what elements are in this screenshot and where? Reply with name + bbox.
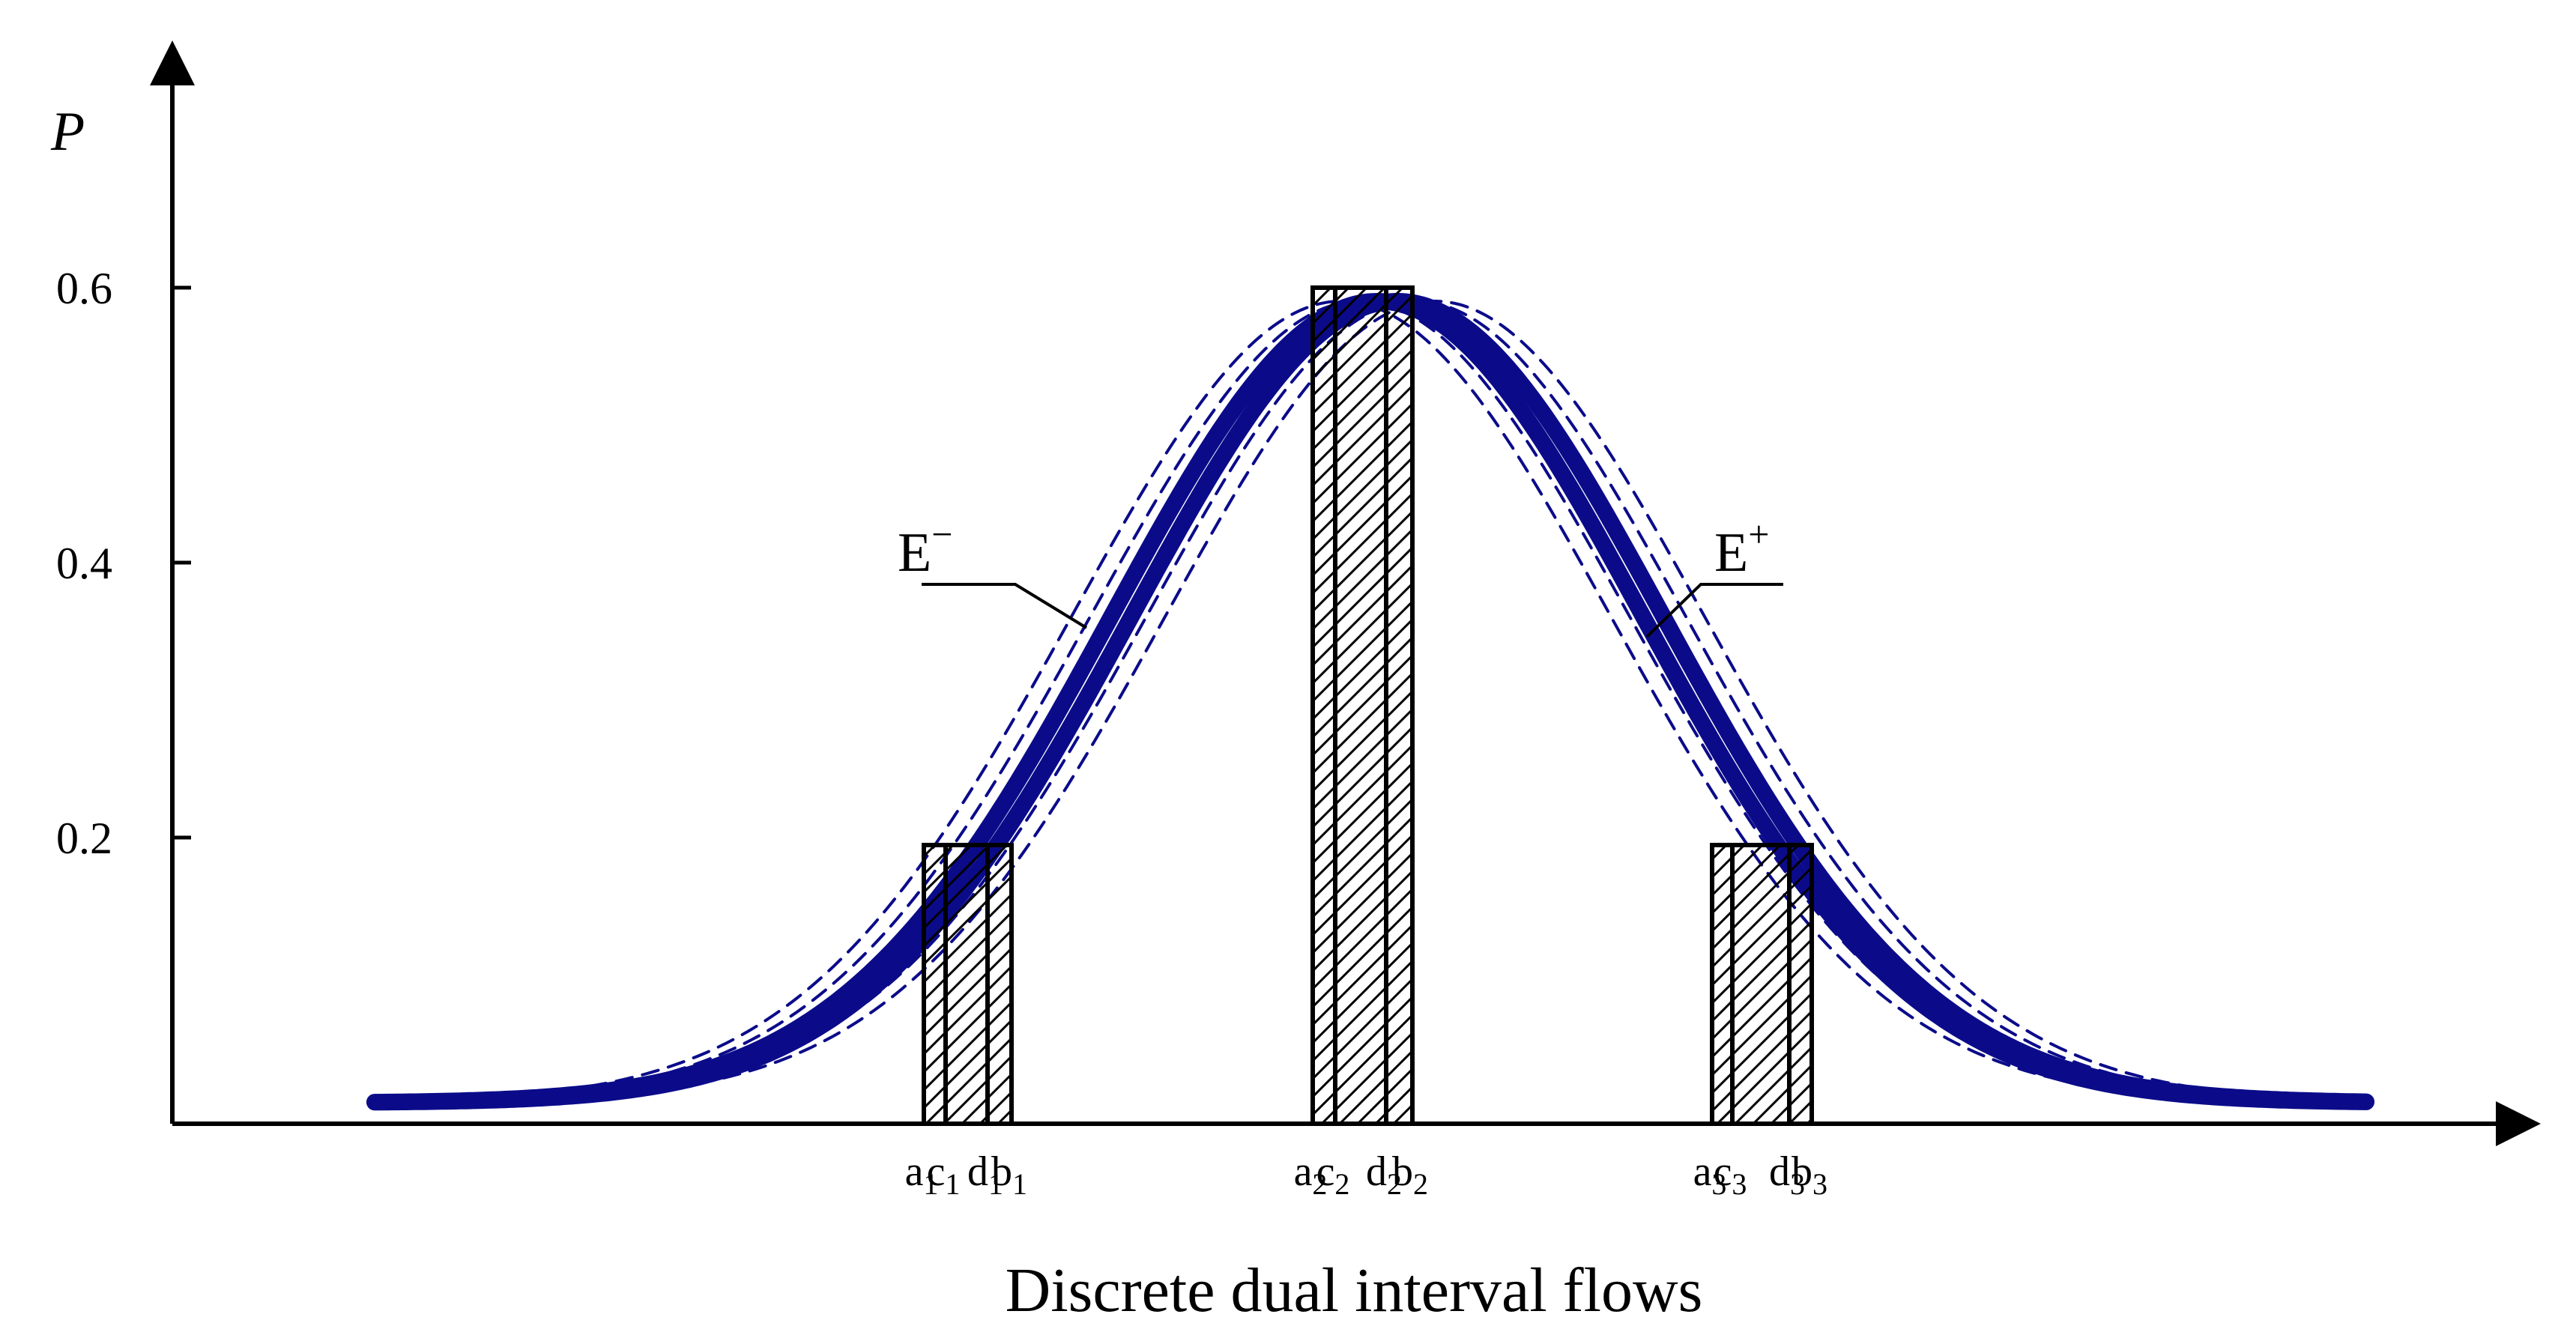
y-axis-title: P <box>50 101 85 163</box>
label-subscript: 2 <box>1413 1167 1428 1201</box>
interval-bar-2-rect <box>1310 285 1415 1126</box>
label-base: b <box>991 1148 1012 1195</box>
label-subscript: 2 <box>1334 1167 1349 1201</box>
interval-3-label-d: d3 <box>1769 1148 1805 1201</box>
label-subscript: 2 <box>1387 1167 1402 1201</box>
label-base: a <box>1294 1148 1313 1195</box>
interval-3-label-b: b3 <box>1792 1148 1827 1201</box>
y-tick-label-0-6: 0.6 <box>56 264 112 313</box>
label-subscript: 2 <box>1312 1167 1327 1201</box>
e-minus-label: E− <box>898 513 1088 629</box>
e-plus-sup: + <box>1748 513 1769 555</box>
label-base: d <box>1769 1148 1790 1195</box>
interval-1-label-a: a1 <box>905 1148 939 1201</box>
interval-1-label-c: c1 <box>927 1148 961 1201</box>
interval-bar-3-rect <box>1710 843 1814 1126</box>
label-base: c <box>927 1148 946 1195</box>
svg-text:E+: E+ <box>1714 513 1769 584</box>
label-subscript: 1 <box>1012 1167 1027 1201</box>
e-minus-base: E <box>898 522 931 584</box>
e-plus-base: E <box>1714 522 1748 584</box>
x-axis-title: Discrete dual interval flows <box>1006 1256 1703 1325</box>
y-tick-label-0-4: 0.4 <box>56 539 112 588</box>
label-base: a <box>905 1148 924 1195</box>
interval-2-label-a: a2 <box>1294 1148 1328 1201</box>
interval-bar-1-rect <box>922 843 1014 1126</box>
e-minus-sup: − <box>931 513 952 555</box>
interval-3-label-a: a3 <box>1693 1148 1727 1201</box>
interval-bar-1 <box>922 843 1014 1126</box>
interval-2-label-c: c2 <box>1316 1148 1350 1201</box>
curve-dashed-4 <box>373 299 2368 1104</box>
curve-dashed-3 <box>373 299 2368 1104</box>
e-plus-label: E+ <box>1645 513 1783 638</box>
axes <box>150 40 2541 1146</box>
interval-1-label-b: b1 <box>991 1148 1027 1201</box>
label-base: a <box>1693 1148 1712 1195</box>
interval-3-label-c: c3 <box>1714 1148 1747 1201</box>
label-subscript: 3 <box>1711 1167 1726 1201</box>
label-base: c <box>1316 1148 1335 1195</box>
interval-1-label-d: d1 <box>967 1148 1003 1201</box>
label-base: b <box>1792 1148 1812 1195</box>
e-plus-leader <box>1645 583 1783 638</box>
interval-bar-2 <box>1310 285 1415 1126</box>
label-subscript: 3 <box>1790 1167 1805 1201</box>
label-subscript: 3 <box>1812 1167 1827 1201</box>
label-subscript: 1 <box>988 1167 1003 1201</box>
interval-2-label-d: d2 <box>1366 1148 1402 1201</box>
y-axis-ticks: 0.2 0.4 0.6 <box>56 264 191 863</box>
interval-bar-3 <box>1710 843 1814 1126</box>
label-base: d <box>1366 1148 1387 1195</box>
e-minus-leader <box>922 583 1088 629</box>
svg-text:E−: E− <box>898 513 952 584</box>
y-tick-label-0-2: 0.2 <box>56 814 112 863</box>
label-subscript: 1 <box>945 1167 960 1201</box>
label-base: b <box>1392 1148 1413 1195</box>
label-base: d <box>967 1148 988 1195</box>
interval-bars <box>922 285 1814 1126</box>
label-subscript: 1 <box>923 1167 938 1201</box>
interval-2-label-b: b2 <box>1392 1148 1428 1201</box>
label-base: c <box>1714 1148 1732 1195</box>
label-subscript: 3 <box>1732 1167 1747 1201</box>
